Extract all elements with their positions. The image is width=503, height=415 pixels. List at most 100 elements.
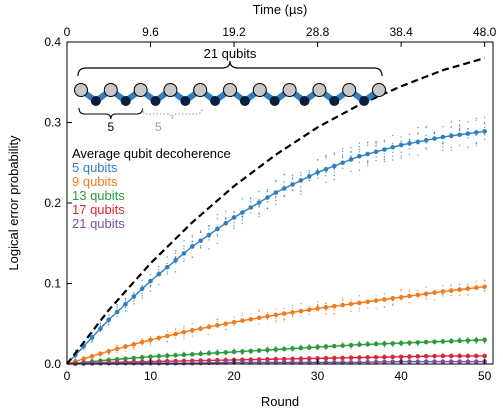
series-point: [215, 226, 220, 232]
run-dot: [166, 271, 168, 273]
series-point: [465, 359, 471, 364]
x-tick-label: 40: [394, 369, 408, 383]
series-point: [423, 353, 429, 359]
y-tick-label: 0.0: [44, 357, 61, 371]
series-point: [415, 139, 421, 145]
run-dot: [341, 299, 344, 301]
series-point: [181, 352, 187, 358]
run-dot: [367, 307, 369, 309]
run-dot: [241, 312, 244, 314]
run-dot: [250, 198, 252, 200]
top-tick-label: 28.8: [306, 25, 330, 39]
run-dot: [475, 342, 477, 344]
run-dot: [408, 153, 411, 156]
run-dot: [91, 340, 93, 342]
run-dot: [308, 172, 310, 174]
run-dot: [400, 155, 402, 157]
run-dot: [341, 342, 344, 344]
x-tick-label: 0: [64, 369, 71, 383]
run-dot: [350, 347, 352, 349]
series-point: [189, 360, 195, 366]
series-point: [290, 346, 295, 351]
series-point: [415, 340, 421, 345]
inset-data-qubit: [372, 83, 386, 97]
run-dot: [458, 283, 461, 286]
run-dot: [483, 122, 486, 125]
run-dot: [475, 134, 477, 136]
run-dot: [383, 156, 386, 158]
series-point: [290, 356, 295, 362]
run-dot: [417, 126, 419, 129]
run-dot: [467, 127, 469, 130]
run-dot: [275, 196, 277, 198]
run-dot: [266, 318, 269, 321]
run-dot: [475, 117, 477, 119]
run-dot: [433, 131, 436, 133]
run-dot: [350, 170, 352, 173]
series-point: [315, 170, 320, 175]
run-dot: [316, 349, 319, 351]
series-point: [298, 356, 304, 361]
run-dot: [392, 134, 394, 137]
run-dot: [383, 160, 386, 163]
run-dot: [241, 219, 244, 221]
run-dot: [333, 313, 335, 315]
series-point: [373, 354, 379, 360]
run-dot: [99, 322, 102, 325]
series-point: [139, 339, 145, 345]
series-point: [382, 147, 387, 152]
run-dot: [258, 190, 260, 192]
run-dot: [475, 142, 477, 145]
series-point: [256, 200, 262, 205]
series-point: [448, 133, 454, 139]
qubit-chain-inset: 21 qubits 5 5: [74, 46, 386, 134]
series-point: [357, 342, 362, 347]
run-dot: [141, 338, 143, 340]
run-dot: [383, 306, 386, 308]
run-dot: [149, 286, 152, 288]
series-point: [390, 354, 396, 360]
run-dot: [375, 141, 377, 143]
series-point: [407, 354, 412, 359]
run-dot: [183, 258, 185, 260]
run-dot: [99, 356, 102, 358]
run-dot: [133, 292, 135, 294]
series-point: [415, 354, 421, 359]
run-dot: [124, 306, 127, 309]
series-point: [357, 355, 362, 360]
run-dot: [325, 154, 327, 157]
run-dot: [458, 124, 461, 126]
series-point: [290, 310, 295, 315]
run-dot: [216, 217, 219, 220]
run-dot: [183, 245, 185, 247]
series-point: [206, 351, 212, 356]
run-dot: [325, 157, 327, 159]
series-point: [173, 331, 178, 337]
run-dot: [308, 180, 310, 182]
run-dot: [450, 149, 452, 151]
inset-brace-label: 21 qubits: [204, 46, 257, 61]
run-dot: [91, 341, 93, 343]
run-dot: [116, 305, 118, 307]
run-dot: [350, 150, 352, 153]
run-dot: [308, 343, 310, 346]
run-dot: [199, 231, 202, 234]
series-point: [465, 286, 471, 291]
series-point: [365, 359, 371, 365]
run-dot: [350, 299, 352, 301]
series-point: [407, 359, 412, 364]
series-point: [89, 335, 95, 340]
series-point: [89, 353, 95, 359]
run-dot: [275, 321, 277, 323]
y-tick-label: 0.4: [44, 35, 61, 49]
run-dot: [358, 340, 361, 343]
run-dot: [250, 212, 252, 214]
y-tick-label: 0.2: [44, 196, 61, 210]
run-dot: [208, 333, 210, 336]
run-dot: [158, 269, 160, 271]
y-axis-title: Logical error probability: [6, 135, 21, 271]
series-point: [106, 317, 112, 323]
run-dot: [300, 174, 302, 176]
run-dot: [116, 351, 118, 353]
run-dot: [216, 235, 219, 237]
